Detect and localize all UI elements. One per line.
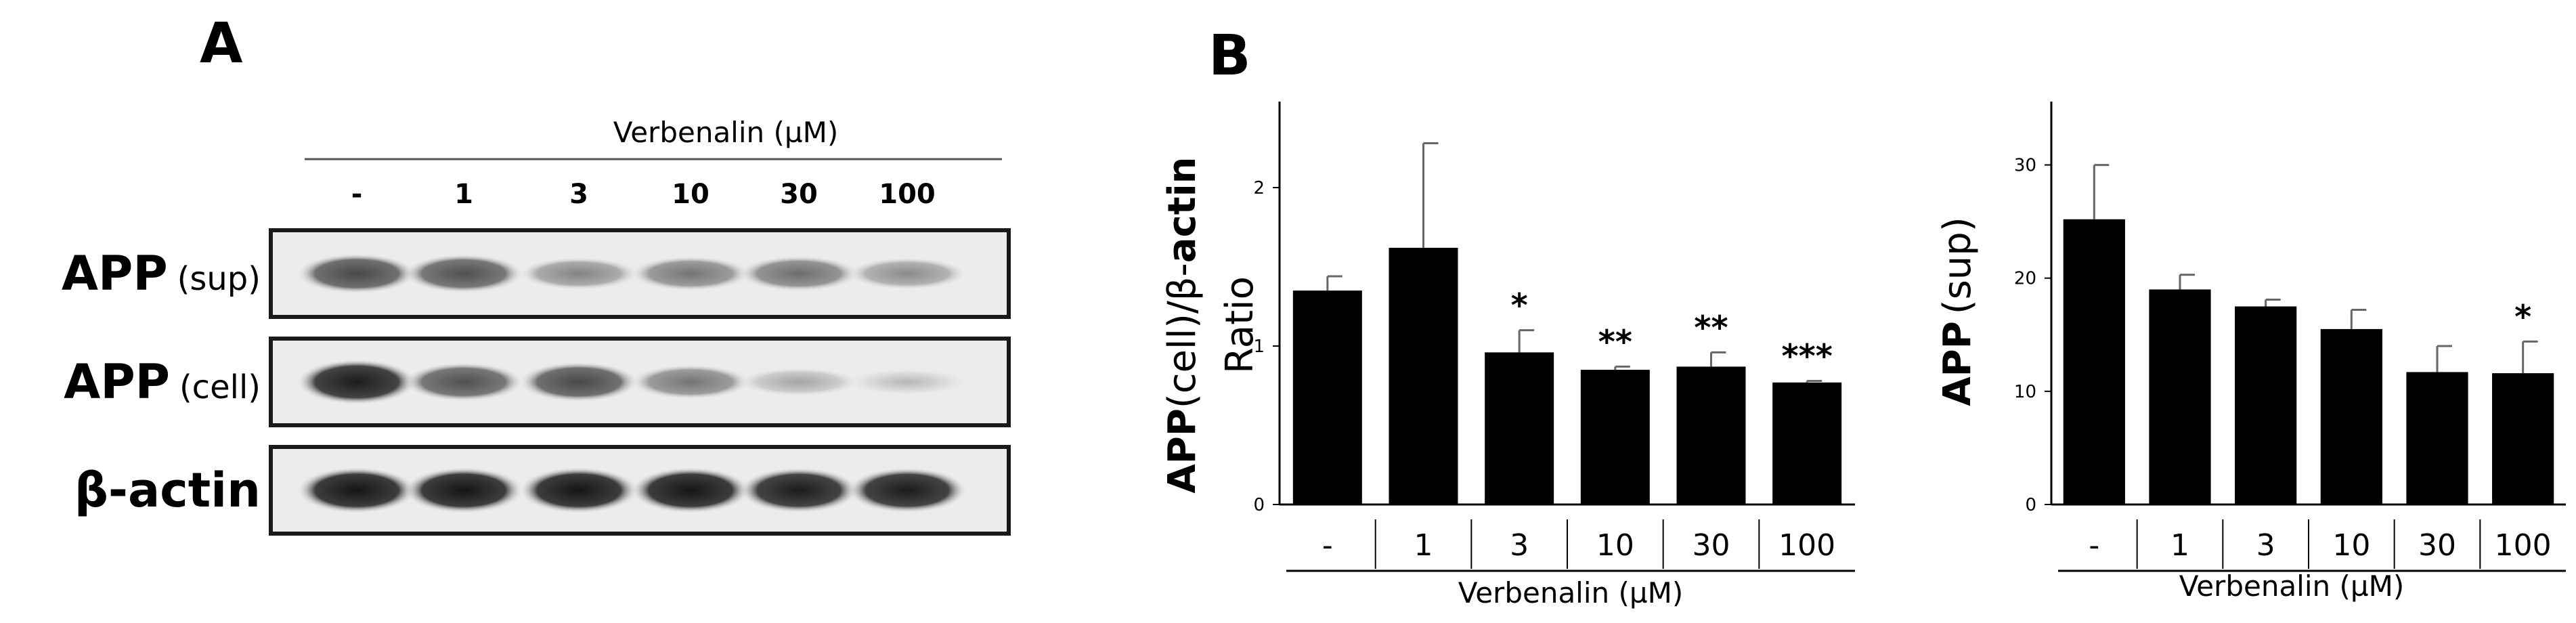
blot-band bbox=[848, 368, 967, 395]
blot-band bbox=[631, 256, 750, 291]
significance-marker: * bbox=[2514, 298, 2531, 336]
y-tick-label: 10 bbox=[2014, 382, 2036, 402]
chart1-ylabel-ratio: Ratio bbox=[1218, 276, 1262, 374]
panel-label-b: B bbox=[1208, 24, 1251, 88]
bar bbox=[1580, 370, 1650, 504]
blot-band bbox=[404, 254, 523, 293]
x-tick-label: 10 bbox=[2332, 528, 2370, 563]
x-tick-label: 10 bbox=[1596, 528, 1634, 563]
x-tick-label: 30 bbox=[2418, 528, 2456, 563]
y-tick-label: 1 bbox=[1253, 337, 1265, 357]
bar bbox=[2406, 372, 2468, 504]
chart2-ylabel: APP (sup) bbox=[1936, 217, 1980, 406]
bar bbox=[2492, 373, 2554, 504]
blot-row-label-sub: (sup) bbox=[177, 260, 261, 298]
blot-band bbox=[848, 467, 967, 513]
chart2-ylabel-normal: (sup) bbox=[1936, 217, 1980, 314]
bar bbox=[1772, 382, 1842, 504]
western-blot: Verbenalin (µM) -1 3 10 30 100 APP (sup)APP (c… bbox=[62, 116, 1011, 536]
significance-marker: *** bbox=[1782, 337, 1833, 375]
blot-row-label: APP (sup) bbox=[62, 246, 261, 301]
x-tick-label: - bbox=[2089, 528, 2099, 563]
chart1-ylabel-bold2: actin bbox=[1160, 156, 1204, 263]
blot-header: Verbenalin (µM) bbox=[613, 116, 838, 149]
blot-row-label-main: APP bbox=[62, 246, 168, 301]
blot-band bbox=[519, 257, 638, 290]
x-tick-label: 3 bbox=[1510, 528, 1529, 563]
y-tick-label: 20 bbox=[2014, 269, 2036, 289]
x-tick-label: 1 bbox=[1414, 528, 1433, 563]
blot-lane-label: 30 bbox=[780, 179, 818, 210]
blot-band bbox=[297, 359, 416, 405]
chart2-ylabel-bold: APP bbox=[1936, 321, 1980, 406]
blot-band bbox=[631, 364, 750, 400]
chart1-xlabel: Verbenalin (µM) bbox=[1458, 576, 1683, 609]
x-tick-label: 100 bbox=[2495, 528, 2552, 563]
chart1-ylabel-normal: (cell)/β- bbox=[1160, 263, 1204, 408]
blot-row-label-main: APP bbox=[64, 354, 170, 410]
blot-band bbox=[297, 467, 416, 513]
blot-band bbox=[404, 362, 523, 402]
blot-band bbox=[297, 253, 416, 294]
chart1-ylabel: APP(cell)/β-actin bbox=[1160, 156, 1204, 493]
blot-band bbox=[519, 362, 638, 402]
bar bbox=[2320, 328, 2382, 504]
blot-band bbox=[404, 467, 523, 513]
blot-band bbox=[739, 368, 858, 396]
blot-lane-label: 1 bbox=[454, 179, 473, 210]
bar bbox=[1292, 291, 1362, 504]
significance-marker: * bbox=[1511, 287, 1528, 325]
blot-lane-labels: - 1 3 10 30 100 bbox=[351, 179, 936, 210]
blot-band bbox=[739, 467, 858, 513]
bar bbox=[2063, 219, 2125, 504]
bar bbox=[1389, 247, 1458, 504]
significance-marker: ** bbox=[1598, 323, 1632, 361]
blot-lane-label: 3 bbox=[569, 179, 588, 210]
y-tick-label: 2 bbox=[1253, 178, 1265, 198]
y-tick-label: 0 bbox=[2025, 495, 2036, 515]
blot-row-label-main: β-actin bbox=[74, 463, 261, 518]
blot-row-label-sub: (cell) bbox=[179, 368, 261, 406]
blot-band bbox=[519, 467, 638, 513]
blot-band bbox=[631, 467, 750, 513]
x-tick-label: 30 bbox=[1693, 528, 1730, 563]
chart-app-sup: APP (sup) Verbenalin (µM) 0 10 20 30 - 1 3 10 30 *… bbox=[1936, 102, 2566, 603]
bar bbox=[1485, 352, 1554, 504]
y-tick-label: 30 bbox=[2014, 156, 2036, 176]
chart1-ylabel-bold1: APP bbox=[1160, 408, 1204, 493]
bar bbox=[2149, 289, 2211, 504]
blot-lane-label: - bbox=[351, 179, 363, 210]
chart2-xlabel: Verbenalin (µM) bbox=[2179, 570, 2404, 603]
blot-row-label: β-actin bbox=[74, 463, 261, 518]
blot-band bbox=[848, 257, 967, 290]
chart-app-cell-ratio: APP(cell)/β-actin Ratio Verbenalin (µM) … bbox=[1160, 102, 1855, 609]
significance-marker: ** bbox=[1694, 309, 1728, 347]
x-tick-label: - bbox=[1322, 528, 1333, 563]
y-tick-label: 0 bbox=[1253, 495, 1265, 515]
bar bbox=[2235, 306, 2297, 504]
blot-rows: APP (sup)APP (cell)β-actin bbox=[62, 228, 1011, 536]
blot-band bbox=[739, 256, 858, 291]
x-tick-label: 1 bbox=[2170, 528, 2189, 563]
blot-row-label: APP (cell) bbox=[64, 354, 261, 410]
panel-label-a: A bbox=[200, 12, 243, 76]
blot-lane-label: 10 bbox=[672, 179, 710, 210]
x-tick-label: 100 bbox=[1778, 528, 1835, 563]
blot-lane-label: 100 bbox=[879, 179, 936, 210]
bar bbox=[1676, 366, 1746, 504]
x-tick-label: 3 bbox=[2256, 528, 2275, 563]
